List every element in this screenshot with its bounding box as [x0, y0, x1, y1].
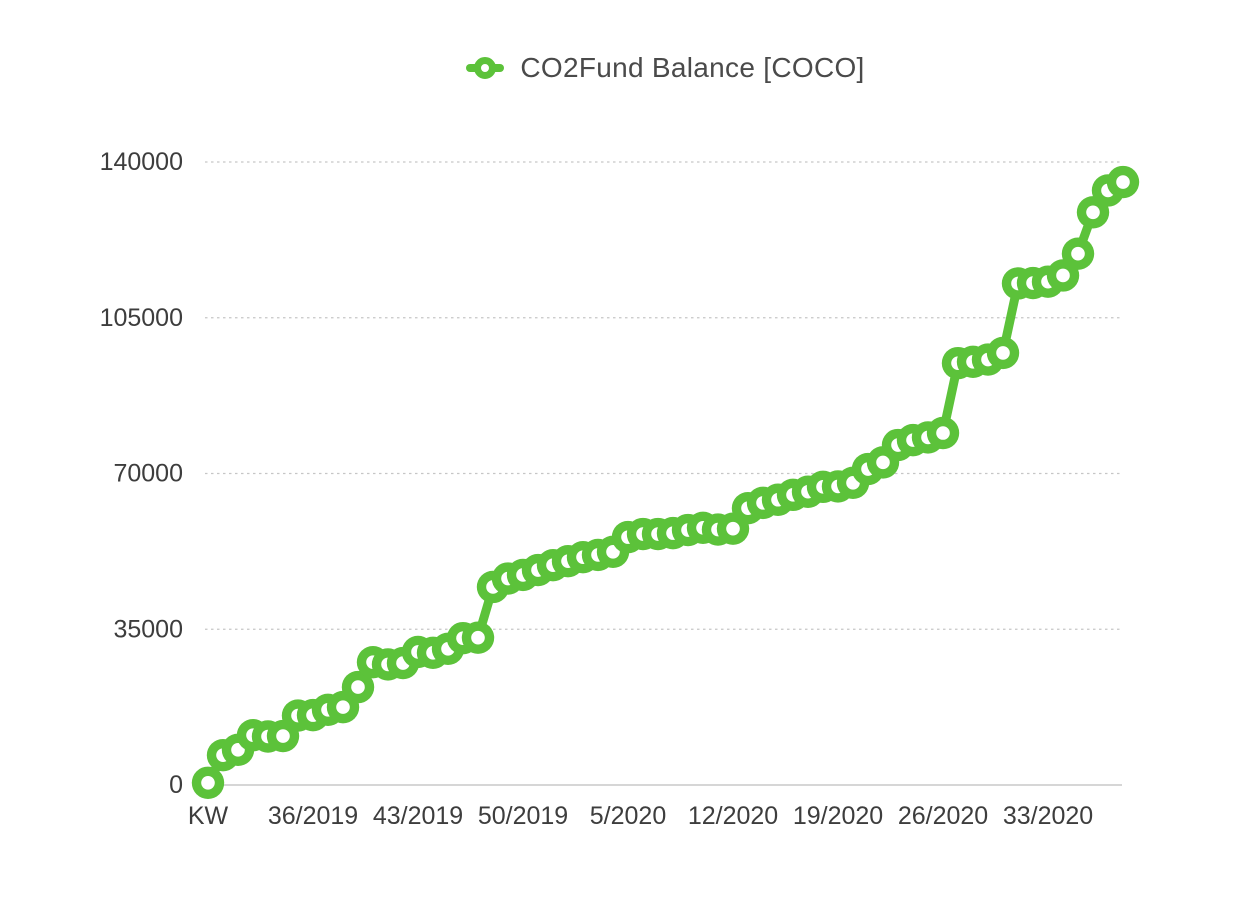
data-point-marker[interactable] [341, 670, 375, 704]
marker-hole [936, 426, 950, 440]
x-tick-label: 12/2020 [688, 802, 778, 830]
data-point-marker[interactable] [986, 336, 1020, 370]
y-tick-label: 70000 [113, 460, 183, 488]
x-tick-label: 43/2019 [373, 802, 463, 830]
x-tick-label: 50/2019 [478, 802, 568, 830]
marker-hole [471, 630, 485, 645]
data-point-marker[interactable] [191, 766, 225, 799]
axis-label-layer: 0 35000 70000 105000 140000 KW 36/2019 43/2019 5… [100, 148, 1094, 830]
y-tick-label: 105000 [100, 304, 183, 332]
marker-hole [201, 775, 215, 790]
marker-hole [276, 729, 290, 743]
marker-hole [336, 700, 350, 714]
y-tick-label: 140000 [100, 148, 183, 176]
series-layer [191, 165, 1140, 799]
y-tick-label: 0 [169, 771, 183, 799]
marker-hole [1056, 268, 1070, 283]
x-tick-label: 5/2020 [590, 802, 666, 830]
series-marker-icon [466, 56, 505, 80]
legend-item[interactable]: CO2Fund Balance [COCO] [208, 52, 1123, 84]
grid-layer [205, 161, 1122, 786]
x-tick-label: 26/2020 [898, 802, 988, 830]
marker-hole [1071, 246, 1085, 261]
data-point-marker[interactable] [1106, 165, 1140, 199]
marker-hole [726, 521, 740, 536]
marker-hole [351, 680, 365, 694]
x-tick-label: KW [188, 802, 229, 830]
legend-label: CO2Fund Balance [COCO] [520, 52, 865, 83]
data-point-marker[interactable] [1061, 237, 1095, 270]
series-donut-icon [474, 57, 497, 79]
x-tick-label: 33/2020 [1003, 802, 1093, 830]
marker-hole [1086, 205, 1100, 220]
x-tick-label: 19/2020 [793, 802, 883, 830]
data-point-marker[interactable] [461, 621, 495, 654]
marker-hole [876, 455, 890, 470]
x-tick-label: 36/2019 [268, 802, 358, 830]
y-tick-label: 35000 [113, 615, 183, 643]
data-point-marker[interactable] [926, 416, 960, 450]
marker-hole [1116, 175, 1130, 189]
marker-hole [996, 346, 1010, 360]
